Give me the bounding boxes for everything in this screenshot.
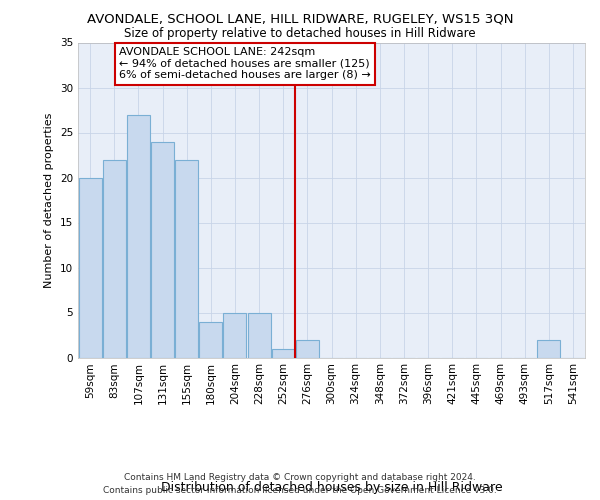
Text: AVONDALE, SCHOOL LANE, HILL RIDWARE, RUGELEY, WS15 3QN: AVONDALE, SCHOOL LANE, HILL RIDWARE, RUG… <box>87 12 513 26</box>
Text: Size of property relative to detached houses in Hill Ridware: Size of property relative to detached ho… <box>124 28 476 40</box>
Bar <box>199 322 222 358</box>
Bar <box>296 340 319 357</box>
Bar <box>103 160 125 358</box>
X-axis label: Distribution of detached houses by size in Hill Ridware: Distribution of detached houses by size … <box>161 481 502 494</box>
Text: Contains HM Land Registry data © Crown copyright and database right 2024.
Contai: Contains HM Land Registry data © Crown c… <box>103 474 497 495</box>
Bar <box>223 312 247 358</box>
Bar <box>175 160 198 358</box>
Bar <box>151 142 174 358</box>
Bar <box>127 114 150 358</box>
Bar <box>538 340 560 357</box>
Bar <box>79 178 101 358</box>
Bar <box>272 348 295 358</box>
Text: AVONDALE SCHOOL LANE: 242sqm
← 94% of detached houses are smaller (125)
6% of se: AVONDALE SCHOOL LANE: 242sqm ← 94% of de… <box>119 47 371 80</box>
Bar <box>248 312 271 358</box>
Y-axis label: Number of detached properties: Number of detached properties <box>44 112 55 288</box>
